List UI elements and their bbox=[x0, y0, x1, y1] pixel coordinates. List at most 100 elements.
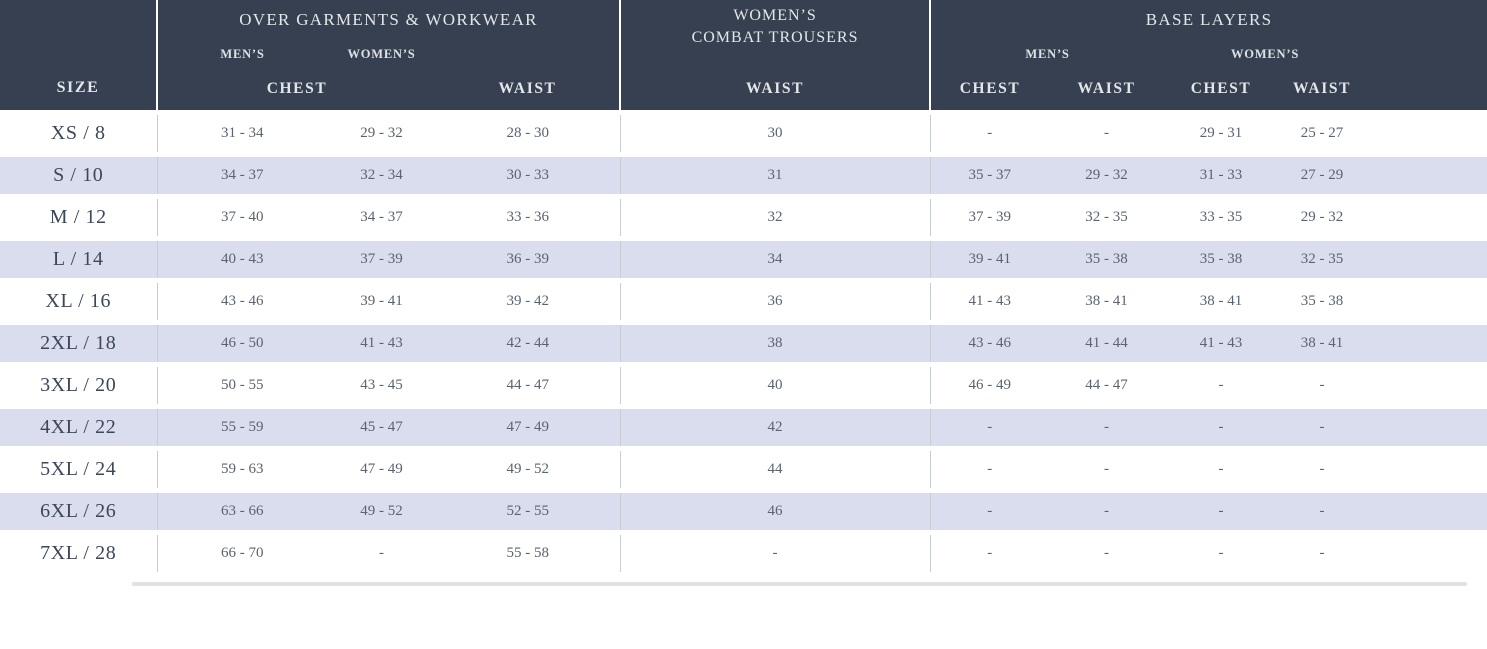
bl-womens-chest-label: CHEST bbox=[1164, 68, 1279, 112]
bl-chest-womens-cell: 38 - 41 bbox=[1164, 277, 1279, 325]
spacer-cell bbox=[1366, 193, 1487, 241]
bl-waist-mens-cell: - bbox=[1049, 109, 1165, 157]
og-chest-mens-cell: 50 - 55 bbox=[156, 361, 327, 409]
bl-chest-mens-cell: - bbox=[929, 445, 1050, 493]
table-header: SIZE OVER GARMENTS & WORKWEAR WOMEN’S CO… bbox=[0, 0, 1487, 112]
og-womens-label: WOMEN’S bbox=[327, 40, 436, 68]
size-cell: XS / 8 bbox=[0, 109, 157, 157]
bl-waist-womens-cell: 27 - 29 bbox=[1278, 151, 1367, 199]
bl-chest-mens-cell: - bbox=[929, 403, 1050, 451]
spacer-cell bbox=[1366, 151, 1487, 199]
bl-chest-womens-cell: 31 - 33 bbox=[1164, 151, 1279, 199]
combat-waist-cell: 46 bbox=[619, 487, 931, 535]
size-cell: 5XL / 24 bbox=[0, 445, 157, 493]
og-waist-cell: 36 - 39 bbox=[436, 235, 621, 283]
size-row: 3XL / 20 50 - 55 43 - 45 44 - 47 40 46 -… bbox=[0, 361, 1487, 409]
bl-waist-womens-cell: - bbox=[1278, 361, 1367, 409]
spacer-cell bbox=[1366, 235, 1487, 283]
og-chest-womens-cell: 45 - 47 bbox=[327, 403, 436, 451]
bl-chest-mens-cell: 37 - 39 bbox=[929, 193, 1050, 241]
bl-chest-womens-cell: - bbox=[1164, 487, 1279, 535]
og-waist-cell: 28 - 30 bbox=[436, 109, 621, 157]
size-row: S / 10 34 - 37 32 - 34 30 - 33 31 35 - 3… bbox=[0, 151, 1487, 199]
size-row: L / 14 40 - 43 37 - 39 36 - 39 34 39 - 4… bbox=[0, 235, 1487, 283]
og-chest-womens-cell: 37 - 39 bbox=[327, 235, 436, 283]
og-chest-womens-cell: - bbox=[327, 529, 436, 577]
combat-waist-cell: 36 bbox=[619, 277, 931, 325]
bl-waist-womens-cell: - bbox=[1278, 445, 1367, 493]
og-waist-cell: 47 - 49 bbox=[436, 403, 621, 451]
base-layers-section-header: BASE LAYERS bbox=[929, 0, 1487, 40]
bl-waist-mens-cell: - bbox=[1049, 529, 1165, 577]
size-row: 7XL / 28 66 - 70 - 55 - 58 - - - - - bbox=[0, 529, 1487, 577]
bl-chest-womens-cell: 35 - 38 bbox=[1164, 235, 1279, 283]
og-waist-cell: 39 - 42 bbox=[436, 277, 621, 325]
bl-womens-waist-label: WAIST bbox=[1278, 68, 1367, 112]
bl-chest-womens-cell: 41 - 43 bbox=[1164, 319, 1279, 367]
bl-chest-mens-cell: - bbox=[929, 487, 1050, 535]
og-waist-cell: 49 - 52 bbox=[436, 445, 621, 493]
bl-chest-womens-cell: 29 - 31 bbox=[1164, 109, 1279, 157]
size-row: 2XL / 18 46 - 50 41 - 43 42 - 44 38 43 -… bbox=[0, 319, 1487, 367]
combat-title-line1: WOMEN’S bbox=[733, 6, 817, 24]
combat-waist-cell: 31 bbox=[619, 151, 931, 199]
og-chest-mens-cell: 31 - 34 bbox=[156, 109, 327, 157]
bl-waist-womens-cell: 29 - 32 bbox=[1278, 193, 1367, 241]
spacer-cell bbox=[1366, 109, 1487, 157]
combat-waist-cell: 38 bbox=[619, 319, 931, 367]
og-waist-cell: 33 - 36 bbox=[436, 193, 621, 241]
empty-header-cell bbox=[1366, 40, 1487, 68]
size-cell: 7XL / 28 bbox=[0, 529, 157, 577]
bl-waist-womens-cell: - bbox=[1278, 529, 1367, 577]
size-column-header: SIZE bbox=[0, 0, 157, 112]
bl-chest-mens-cell: - bbox=[929, 109, 1050, 157]
bottom-rule bbox=[132, 581, 1467, 586]
bl-chest-mens-cell: 43 - 46 bbox=[929, 319, 1050, 367]
bl-waist-mens-cell: 38 - 41 bbox=[1049, 277, 1165, 325]
combat-waist-cell: 32 bbox=[619, 193, 931, 241]
bl-waist-mens-cell: - bbox=[1049, 403, 1165, 451]
header-row-titles: SIZE OVER GARMENTS & WORKWEAR WOMEN’S CO… bbox=[0, 0, 1487, 112]
og-waist-cell: 30 - 33 bbox=[436, 151, 621, 199]
og-waist-label: WAIST bbox=[436, 68, 621, 112]
bl-chest-womens-cell: - bbox=[1164, 445, 1279, 493]
og-chest-mens-cell: 63 - 66 bbox=[156, 487, 327, 535]
spacer-cell bbox=[1366, 361, 1487, 409]
bl-waist-womens-cell: 38 - 41 bbox=[1278, 319, 1367, 367]
og-chest-mens-cell: 59 - 63 bbox=[156, 445, 327, 493]
bl-chest-mens-cell: 39 - 41 bbox=[929, 235, 1050, 283]
size-row: XL / 16 43 - 46 39 - 41 39 - 42 36 41 - … bbox=[0, 277, 1487, 325]
bl-chest-womens-cell: - bbox=[1164, 361, 1279, 409]
bl-chest-mens-cell: 46 - 49 bbox=[929, 361, 1050, 409]
size-cell: M / 12 bbox=[0, 193, 157, 241]
og-chest-womens-cell: 49 - 52 bbox=[327, 487, 436, 535]
og-chest-mens-cell: 55 - 59 bbox=[156, 403, 327, 451]
combat-waist-cell: - bbox=[619, 529, 931, 577]
og-mens-label: MEN’S bbox=[156, 40, 327, 68]
og-chest-womens-cell: 41 - 43 bbox=[327, 319, 436, 367]
size-table: SIZE OVER GARMENTS & WORKWEAR WOMEN’S CO… bbox=[0, 0, 1487, 577]
combat-waist-cell: 42 bbox=[619, 403, 931, 451]
combat-waist-cell: 40 bbox=[619, 361, 931, 409]
spacer-cell bbox=[1366, 487, 1487, 535]
og-chest-womens-cell: 43 - 45 bbox=[327, 361, 436, 409]
bl-mens-label: MEN’S bbox=[929, 40, 1165, 68]
bl-waist-womens-cell: - bbox=[1278, 487, 1367, 535]
og-waist-cell: 55 - 58 bbox=[436, 529, 621, 577]
size-row: 5XL / 24 59 - 63 47 - 49 49 - 52 44 - - … bbox=[0, 445, 1487, 493]
size-cell: XL / 16 bbox=[0, 277, 157, 325]
header-row-measures: CHEST WAIST WAIST CHEST WAIST CHEST WAIS… bbox=[0, 68, 1487, 112]
size-row: XS / 8 31 - 34 29 - 32 28 - 30 30 - - 29… bbox=[0, 109, 1487, 157]
og-chest-womens-cell: 39 - 41 bbox=[327, 277, 436, 325]
bl-waist-womens-cell: 25 - 27 bbox=[1278, 109, 1367, 157]
size-cell: 6XL / 26 bbox=[0, 487, 157, 535]
combat-waist-label: WAIST bbox=[619, 68, 931, 112]
spacer-cell bbox=[1366, 403, 1487, 451]
bl-womens-label: WOMEN’S bbox=[1164, 40, 1367, 68]
og-waist-cell: 52 - 55 bbox=[436, 487, 621, 535]
bl-chest-mens-cell: 41 - 43 bbox=[929, 277, 1050, 325]
bl-chest-womens-cell: 33 - 35 bbox=[1164, 193, 1279, 241]
og-waist-cell: 42 - 44 bbox=[436, 319, 621, 367]
over-garments-section-header: OVER GARMENTS & WORKWEAR bbox=[155, 0, 621, 40]
